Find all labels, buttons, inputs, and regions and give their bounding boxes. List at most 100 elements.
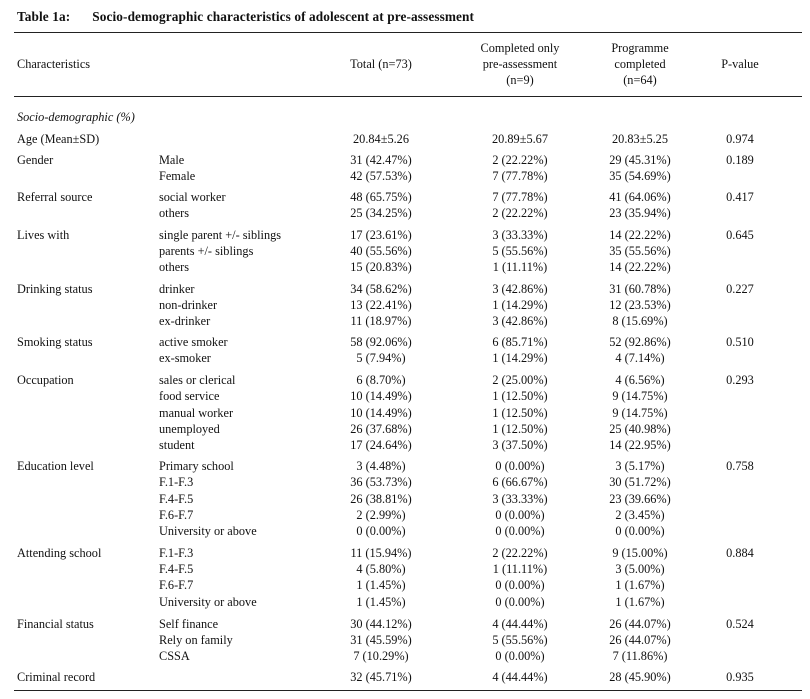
cell-pre-assessment: 3 (33.33%) <box>492 228 548 242</box>
section-heading: Socio-demographic (%) <box>17 110 135 124</box>
cell-total: 34 (58.62%) <box>350 282 412 296</box>
cell-pre-assessment: 1 (14.29%) <box>492 298 548 312</box>
cell-total: 26 (37.68%) <box>350 422 412 436</box>
cell-total: 42 (57.53%) <box>350 169 412 183</box>
table-row: Occupation sales or clerical 6 (8.70%) 2 (2… <box>0 372 810 388</box>
header-rule <box>14 96 802 97</box>
cell-pre-assessment: 0 (0.00%) <box>495 595 545 609</box>
row-sublabel: food service <box>159 389 220 403</box>
header-pre-line1: Completed only <box>480 41 560 55</box>
table-row: student 17 (24.64%) 3 (37.50%) 14 (22.95%) <box>0 437 810 453</box>
cell-total: 30 (44.12%) <box>350 617 412 631</box>
table-row: Education level Primary school 3 (4.48%) 0 … <box>0 458 810 474</box>
cell-pre-assessment: 4 (44.44%) <box>492 670 548 684</box>
cell-programme: 3 (5.17%) <box>615 459 665 473</box>
cell-programme: 9 (15.00%) <box>612 546 668 560</box>
cell-total: 4 (5.80%) <box>356 562 406 576</box>
cell-programme: 8 (15.69%) <box>612 314 668 328</box>
row-sublabel: student <box>159 438 195 452</box>
header-pre-line2: pre-assessment <box>482 57 558 71</box>
table-caption: Socio-demographic characteristics of ado… <box>92 9 475 24</box>
cell-total: 36 (53.73%) <box>350 475 412 489</box>
row-label: Drinking status <box>17 282 93 296</box>
cell-pre-assessment: 1 (12.50%) <box>492 406 548 420</box>
cell-pre-assessment: 7 (77.78%) <box>492 190 548 204</box>
table-row: Gender Male 31 (42.47%) 2 (22.22%) 29 (45.31… <box>0 152 810 168</box>
cell-pvalue: 0.293 <box>726 373 754 387</box>
row-sublabel: non-drinker <box>159 298 218 312</box>
table-row: Age (Mean±SD) 20.84±5.26 20.89±5.67 20.83±5… <box>0 131 810 147</box>
row-sublabel: unemployed <box>159 422 220 436</box>
table-row: unemployed 26 (37.68%) 1 (12.50%) 25 (40.98… <box>0 421 810 437</box>
table-row: ex-drinker 11 (18.97%) 3 (42.86%) 8 (15.69%… <box>0 313 810 329</box>
row-label: Lives with <box>17 228 70 242</box>
row-sublabel: University or above <box>159 524 257 538</box>
cell-programme: 0 (0.00%) <box>615 524 665 538</box>
cell-total: 40 (55.56%) <box>350 244 412 258</box>
cell-total: 10 (14.49%) <box>350 406 412 420</box>
cell-pre-assessment: 20.89±5.67 <box>492 132 548 146</box>
cell-pre-assessment: 6 (66.67%) <box>492 475 548 489</box>
table-label: Table 1a: <box>17 9 71 24</box>
cell-total: 31 (45.59%) <box>350 633 412 647</box>
row-label: Referral source <box>17 190 93 204</box>
cell-pre-assessment: 1 (12.50%) <box>492 422 548 436</box>
cell-pre-assessment: 0 (0.00%) <box>495 649 545 663</box>
cell-total: 3 (4.48%) <box>356 459 406 473</box>
cell-pvalue: 0.524 <box>726 617 754 631</box>
row-sublabel: F.4-F.5 <box>159 562 194 576</box>
bottom-rule <box>14 690 802 691</box>
table-row: parents +/- siblings 40 (55.56%) 5 (55.56%… <box>0 243 810 259</box>
cell-total: 20.84±5.26 <box>353 132 409 146</box>
cell-total: 13 (22.41%) <box>350 298 412 312</box>
cell-pre-assessment: 0 (0.00%) <box>495 578 545 592</box>
table-row: non-drinker 13 (22.41%) 1 (14.29%) 12 (23.5… <box>0 297 810 313</box>
cell-pre-assessment: 1 (12.50%) <box>492 389 548 403</box>
cell-programme: 4 (7.14%) <box>615 351 665 365</box>
cell-pre-assessment: 2 (22.22%) <box>492 546 548 560</box>
cell-total: 17 (24.64%) <box>350 438 412 452</box>
row-sublabel: social worker <box>159 190 226 204</box>
row-label: Criminal record <box>17 670 96 684</box>
cell-programme: 20.83±5.25 <box>612 132 668 146</box>
cell-pvalue: 0.758 <box>726 459 754 473</box>
row-label: Smoking status <box>17 335 93 349</box>
cell-programme: 35 (54.69%) <box>609 169 671 183</box>
cell-programme: 9 (14.75%) <box>612 406 668 420</box>
cell-programme: 26 (44.07%) <box>609 633 671 647</box>
cell-total: 11 (18.97%) <box>350 314 412 328</box>
row-sublabel: F.1-F.3 <box>159 546 194 560</box>
header-characteristics: Characteristics <box>17 57 91 71</box>
cell-programme: 14 (22.95%) <box>609 438 671 452</box>
table-row: Female 42 (57.53%) 7 (77.78%) 35 (54.69%) <box>0 168 810 184</box>
row-sublabel: Rely on family <box>159 633 233 647</box>
cell-pre-assessment: 6 (85.71%) <box>492 335 548 349</box>
row-sublabel: sales or clerical <box>159 373 236 387</box>
cell-total: 6 (8.70%) <box>356 373 406 387</box>
cell-pre-assessment: 1 (11.11%) <box>492 260 548 274</box>
cell-pre-assessment: 3 (42.86%) <box>492 282 548 296</box>
cell-pre-assessment: 2 (25.00%) <box>492 373 548 387</box>
row-sublabel: F.6-F.7 <box>159 508 194 522</box>
row-sublabel: Primary school <box>159 459 234 473</box>
row-sublabel: single parent +/- siblings <box>159 228 282 242</box>
row-sublabel: manual worker <box>159 406 234 420</box>
cell-total: 25 (34.25%) <box>350 206 412 220</box>
cell-total: 1 (1.45%) <box>356 578 406 592</box>
cell-programme: 4 (6.56%) <box>615 373 665 387</box>
cell-total: 26 (38.81%) <box>350 492 412 506</box>
cell-pvalue: 0.884 <box>726 546 754 560</box>
table-title: Table 1a: Socio-demographic characteristi… <box>17 9 474 25</box>
cell-programme: 35 (55.56%) <box>609 244 671 258</box>
row-sublabel: Male <box>159 153 185 167</box>
table-row: others 15 (20.83%) 1 (11.11%) 14 (22.22%) <box>0 259 810 275</box>
cell-programme: 7 (11.86%) <box>612 649 668 663</box>
row-label: Attending school <box>17 546 102 560</box>
cell-pre-assessment: 3 (42.86%) <box>492 314 548 328</box>
cell-pvalue: 0.935 <box>726 670 754 684</box>
cell-pre-assessment: 0 (0.00%) <box>495 459 545 473</box>
cell-programme: 23 (39.66%) <box>609 492 671 506</box>
cell-pvalue: 0.227 <box>726 282 754 296</box>
cell-pre-assessment: 5 (55.56%) <box>492 244 548 258</box>
cell-programme: 2 (3.45%) <box>615 508 665 522</box>
